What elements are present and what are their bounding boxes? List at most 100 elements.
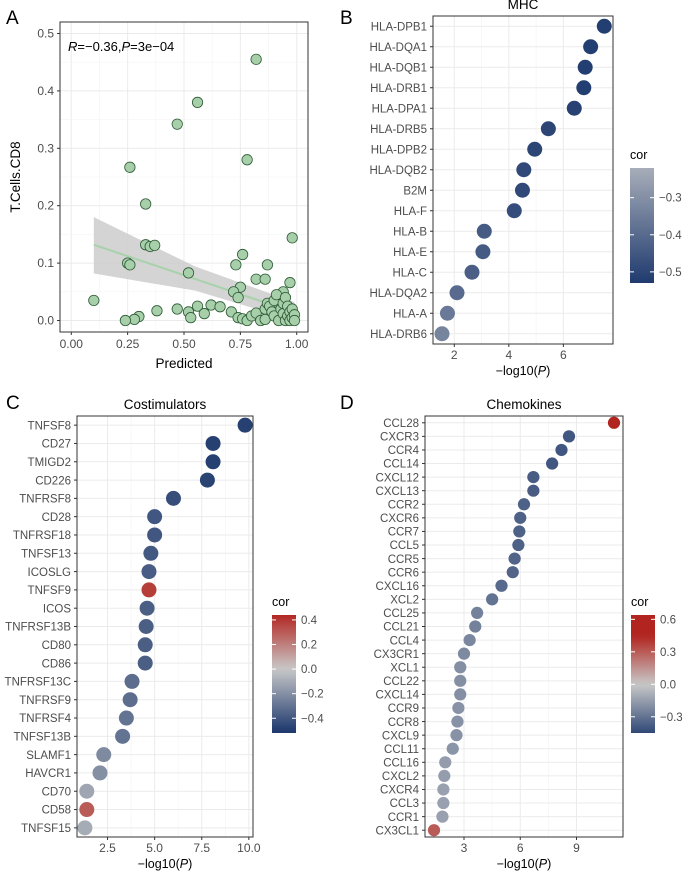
legend-tick-label: −0.4 [659,230,682,242]
dot-hla-c [464,264,480,280]
dot-hla-drb6 [434,326,450,342]
x-tick-label: 5.0 [146,841,163,855]
dot-cd86 [137,655,153,671]
dot-tnfrsf18 [147,527,163,543]
dot-cxcr3 [562,430,576,443]
data-point [198,308,210,320]
category-label: ICOSLG [28,567,72,579]
x-tick-label: 10.0 [237,841,261,855]
dot-cx3cl1 [427,824,441,837]
r-value: =−0.36, [77,39,121,54]
data-point [171,303,183,315]
panel-a-scatter: 0.00 0.25 0.50 0.75 1.00 0.0 0.1 0.2 0.3 0.4 0.5 Pr… [8,21,309,371]
dot-cxcl9 [450,729,463,742]
data-point [151,305,163,317]
dot-ccl16 [439,756,452,769]
dot-cd58 [79,802,95,818]
dot-havcr1 [92,765,108,781]
dot-ccr2 [517,498,531,511]
p-label: P [122,39,131,54]
dot-hla-drb5 [540,121,556,137]
data-point [230,259,242,271]
category-label: CCL28 [383,418,419,430]
legend-colorbar [272,615,296,733]
category-label: TNFRSF13B [5,622,71,634]
panel-label-a: A [6,8,19,29]
r-label: R [68,39,77,54]
legend-tick-label: 0.6 [660,614,676,626]
category-label: CD28 [42,512,71,524]
dot-ccl11 [446,742,459,755]
category-label: CXCR6 [380,513,419,525]
data-point [171,118,183,130]
data-point [261,259,274,271]
y-tick-label: 0.2 [37,199,54,213]
category-label: SLAMF1 [26,750,71,762]
fit-line [93,243,295,314]
dot-tnfsf15 [77,820,93,836]
category-label: TNFRSF13C [5,677,71,689]
dot-tmigd2 [205,454,221,470]
legend-tick-label: −0.4 [301,713,324,725]
data-point [88,294,100,307]
dot-cxcl13 [527,484,540,497]
category-label: CX3CL1 [376,825,419,837]
dot-cd226 [199,472,215,488]
category-label: CXCL2 [382,771,419,783]
dot-cxcl14 [454,688,467,701]
x-tick-label: 7.5 [193,841,210,855]
data-point [124,161,136,173]
category-label: HLA-DPB2 [371,144,427,156]
category-label: HLA-DQB1 [369,62,427,74]
dot-slamf1 [96,747,112,763]
category-label: HLA-DPA1 [372,103,427,115]
x-tick-label: 0.25 [116,337,140,351]
data-point [191,96,204,108]
dot-hla-dqb2 [516,162,532,178]
x-axis-label-p: P [180,857,189,871]
category-label: HLA-DPB1 [371,21,427,33]
category-label: TNFSF13B [13,732,71,744]
dot-tnfrsf9 [122,692,138,708]
dot-hla-f [506,203,522,219]
category-label: CXCL16 [376,581,419,593]
category-label: CD27 [42,439,71,451]
category-label: TNFSF8 [28,420,71,432]
category-label: CCR6 [388,567,419,579]
legend-tick-label: −0.5 [659,267,682,279]
dot-ccl25 [471,606,484,620]
category-label: CD80 [42,640,71,652]
category-label: HLA-DQA1 [369,42,427,54]
x-tick-label: 2.5 [99,841,116,855]
dot-hla-dqa1 [583,39,599,55]
dot-cd80 [137,637,153,653]
dot-tnfsf13b [115,728,131,744]
data-point [140,198,152,210]
dot-ccl4 [463,633,476,647]
dot-ccr8 [451,715,464,728]
category-label: CCR2 [388,499,419,511]
category-label: CCR7 [388,527,419,539]
data-point [241,154,253,166]
x-tick-label: 9 [573,841,580,855]
category-label: HLA-E [393,247,427,259]
dot-ccl28 [607,416,621,429]
dot-xcl1 [454,661,467,674]
panel-label-b: B [340,8,353,29]
x-axis-label-end: ) [546,364,550,378]
category-label: TNFRSF9 [19,695,71,707]
dot-hla-dqb1 [577,59,593,75]
dot-tnfrsf8 [165,490,181,506]
dot-xcl2 [486,593,499,606]
category-label: TNFRSF4 [19,713,71,725]
dot-ccl22 [454,674,467,687]
data-point [250,53,262,65]
category-label: CCL16 [383,758,419,770]
legend-title: cor [630,148,647,162]
panel-label-d: D [340,393,354,414]
legend-tick-label: −0.3 [660,712,683,724]
legend-tick-label: −0.2 [301,689,324,701]
data-point [182,267,195,279]
category-label: TNFRSF8 [19,494,71,506]
category-label: TNFSF15 [21,823,71,835]
